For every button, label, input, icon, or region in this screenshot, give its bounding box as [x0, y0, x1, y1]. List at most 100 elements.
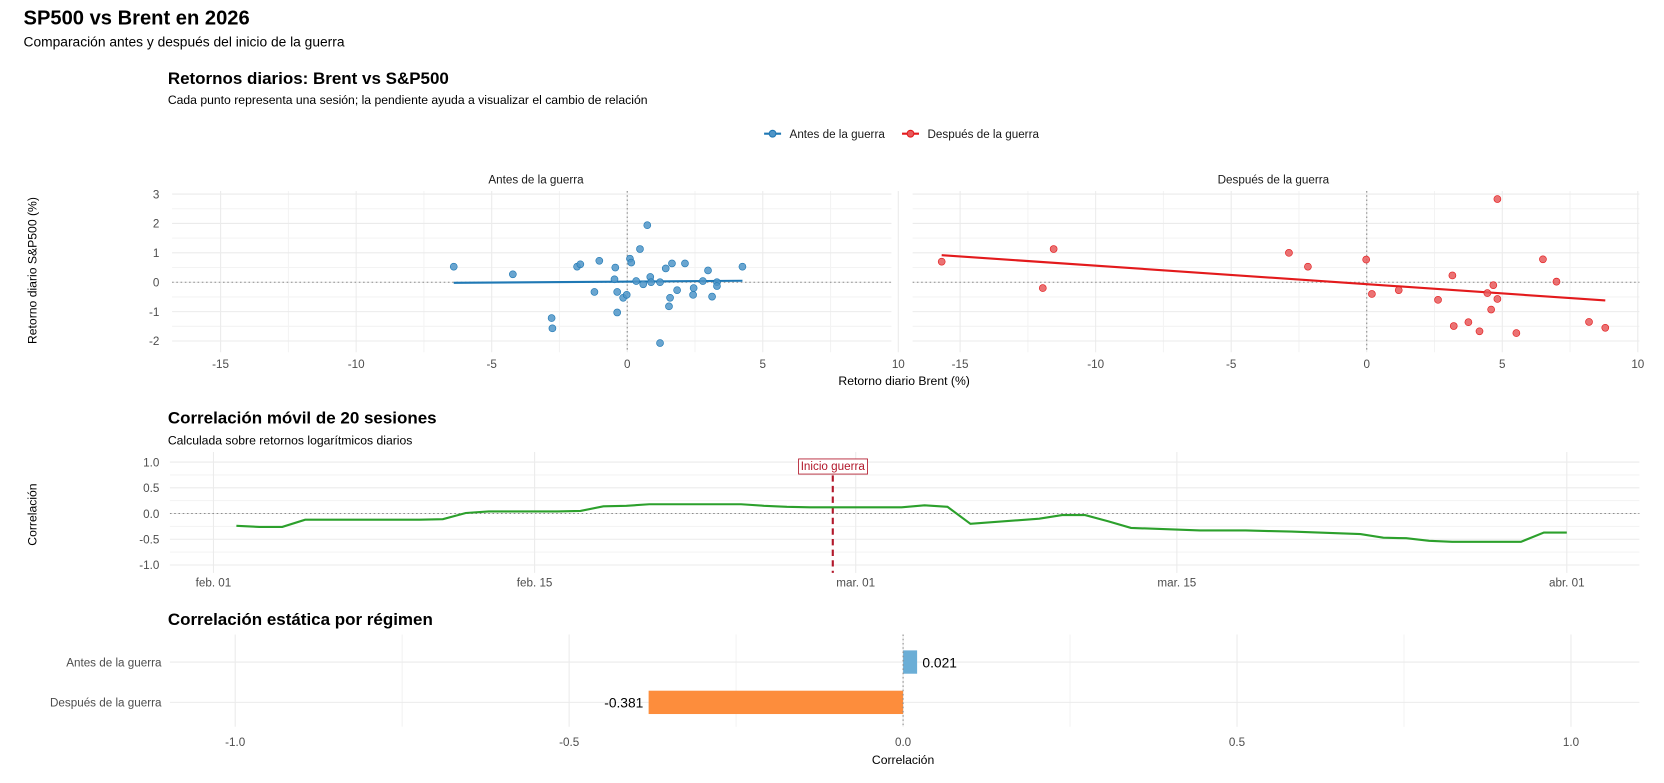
data-point [1601, 323, 1610, 332]
x-tick-label: feb. 01 [196, 577, 232, 590]
data-point [1368, 290, 1376, 298]
scatter-panel: Retornos diarios: Brent vs S&P500 Cada p… [25, 69, 1645, 388]
figure-subtitle: Comparación antes y después del inicio d… [24, 35, 345, 50]
rolling-correlation-line [236, 503, 1567, 543]
data-point [668, 259, 676, 268]
data-point [681, 259, 689, 268]
x-tick-label: -0.5 [559, 736, 579, 749]
legend-label-despues: Después de la guerra [927, 128, 1039, 141]
data-point [661, 264, 670, 273]
legend-point-despues [906, 129, 915, 138]
scatter-title: Retornos diarios: Brent vs S&P500 [168, 69, 449, 88]
x-tick-label: 10 [892, 358, 905, 371]
data-point [1552, 277, 1561, 286]
data-point [1449, 322, 1458, 330]
scatter-x-axis-label: Retorno diario Brent (%) [838, 374, 969, 388]
data-point [1394, 286, 1403, 294]
data-point [656, 278, 664, 287]
data-point [1493, 295, 1502, 303]
data-point [656, 339, 664, 347]
x-tick-label: 1.0 [1563, 736, 1580, 749]
y-tick-label: 1.0 [143, 456, 160, 469]
regression-line [941, 254, 1606, 302]
data-point [576, 260, 585, 269]
data-point [1489, 281, 1498, 289]
data-point [610, 275, 619, 284]
bar-value-label: -0.381 [604, 696, 643, 711]
data-point [708, 292, 716, 301]
x-tick-label: 0 [624, 358, 631, 371]
data-point [613, 308, 622, 317]
rolling-correlation-panel: Correlación móvil de 20 sesiones Calcula… [25, 408, 1640, 590]
data-point [622, 291, 631, 299]
x-tick-label: mar. 01 [836, 577, 875, 590]
x-tick-label: mar. 15 [1157, 577, 1196, 590]
data-point [1539, 255, 1547, 264]
bar-value-label: 0.021 [922, 655, 957, 670]
y-tick-label: -1 [149, 306, 159, 319]
data-point [1038, 284, 1047, 292]
x-tick-label: 5 [760, 358, 766, 371]
x-tick-label: -1.0 [225, 736, 246, 749]
data-point [547, 314, 556, 322]
war-start-label-box [798, 458, 868, 475]
data-point [595, 256, 604, 265]
data-point [665, 302, 673, 311]
bar-x-axis-label: Correlación [872, 753, 934, 767]
category-label: Después de la guerra [50, 697, 162, 710]
data-point [738, 262, 747, 271]
data-point [632, 277, 640, 285]
x-tick-label: feb. 15 [517, 577, 553, 590]
x-tick-label: -10 [348, 358, 365, 371]
rolling-title: Correlación móvil de 20 sesiones [168, 408, 437, 427]
data-point [1464, 318, 1473, 327]
x-tick-label: -10 [1087, 358, 1104, 371]
data-point [449, 262, 458, 271]
data-point [713, 282, 721, 290]
y-tick-label: 3 [153, 188, 159, 201]
data-point [1487, 305, 1495, 314]
data-point [1585, 318, 1593, 326]
x-tick-label: abr. 01 [1549, 577, 1585, 590]
y-tick-label: -2 [149, 335, 159, 348]
rolling-subtitle: Calculada sobre retornos logarítmicos di… [168, 434, 413, 448]
legend-point-antes [768, 129, 777, 138]
data-point [627, 258, 636, 267]
x-tick-label: 0.0 [895, 736, 912, 749]
bar-antes [903, 650, 918, 674]
x-tick-label: -15 [952, 358, 969, 371]
legend-label-antes: Antes de la guerra [790, 128, 886, 141]
x-tick-label: 0.5 [1229, 736, 1245, 749]
category-label: Antes de la guerra [66, 656, 162, 669]
data-point [1434, 296, 1442, 304]
x-tick-label: 5 [1499, 358, 1505, 371]
x-tick-label: -5 [1226, 358, 1236, 371]
x-tick-label: 0 [1363, 358, 1370, 371]
rolling-y-axis-label: Correlación [25, 483, 39, 545]
x-tick-label: -15 [212, 358, 229, 371]
scatter-y-axis-label: Retorno diario S&P500 (%) [25, 197, 39, 344]
data-point [689, 291, 697, 299]
data-point [704, 266, 712, 275]
data-point [673, 286, 681, 294]
data-point [548, 324, 557, 333]
static-correlation-panel: Correlación estática por régimen -1.0 -0.… [50, 610, 1640, 767]
facet-strip-antes: Antes de la guerra [488, 174, 584, 187]
data-point [1049, 245, 1058, 253]
war-start-label: Inicio guerra [801, 460, 866, 473]
bar-despues [648, 690, 904, 715]
data-point [590, 288, 599, 296]
regression-line [453, 279, 743, 284]
data-point [1285, 249, 1293, 257]
data-point [937, 257, 946, 266]
y-tick-label: -1.0 [139, 559, 160, 572]
data-point [636, 245, 644, 253]
data-point [1512, 329, 1521, 337]
data-point [643, 221, 652, 230]
y-tick-label: -0.5 [139, 533, 159, 546]
data-point [1493, 195, 1502, 203]
figure-title: SP500 vs Brent en 2026 [24, 7, 250, 29]
data-point [689, 284, 698, 292]
data-point [613, 288, 622, 296]
